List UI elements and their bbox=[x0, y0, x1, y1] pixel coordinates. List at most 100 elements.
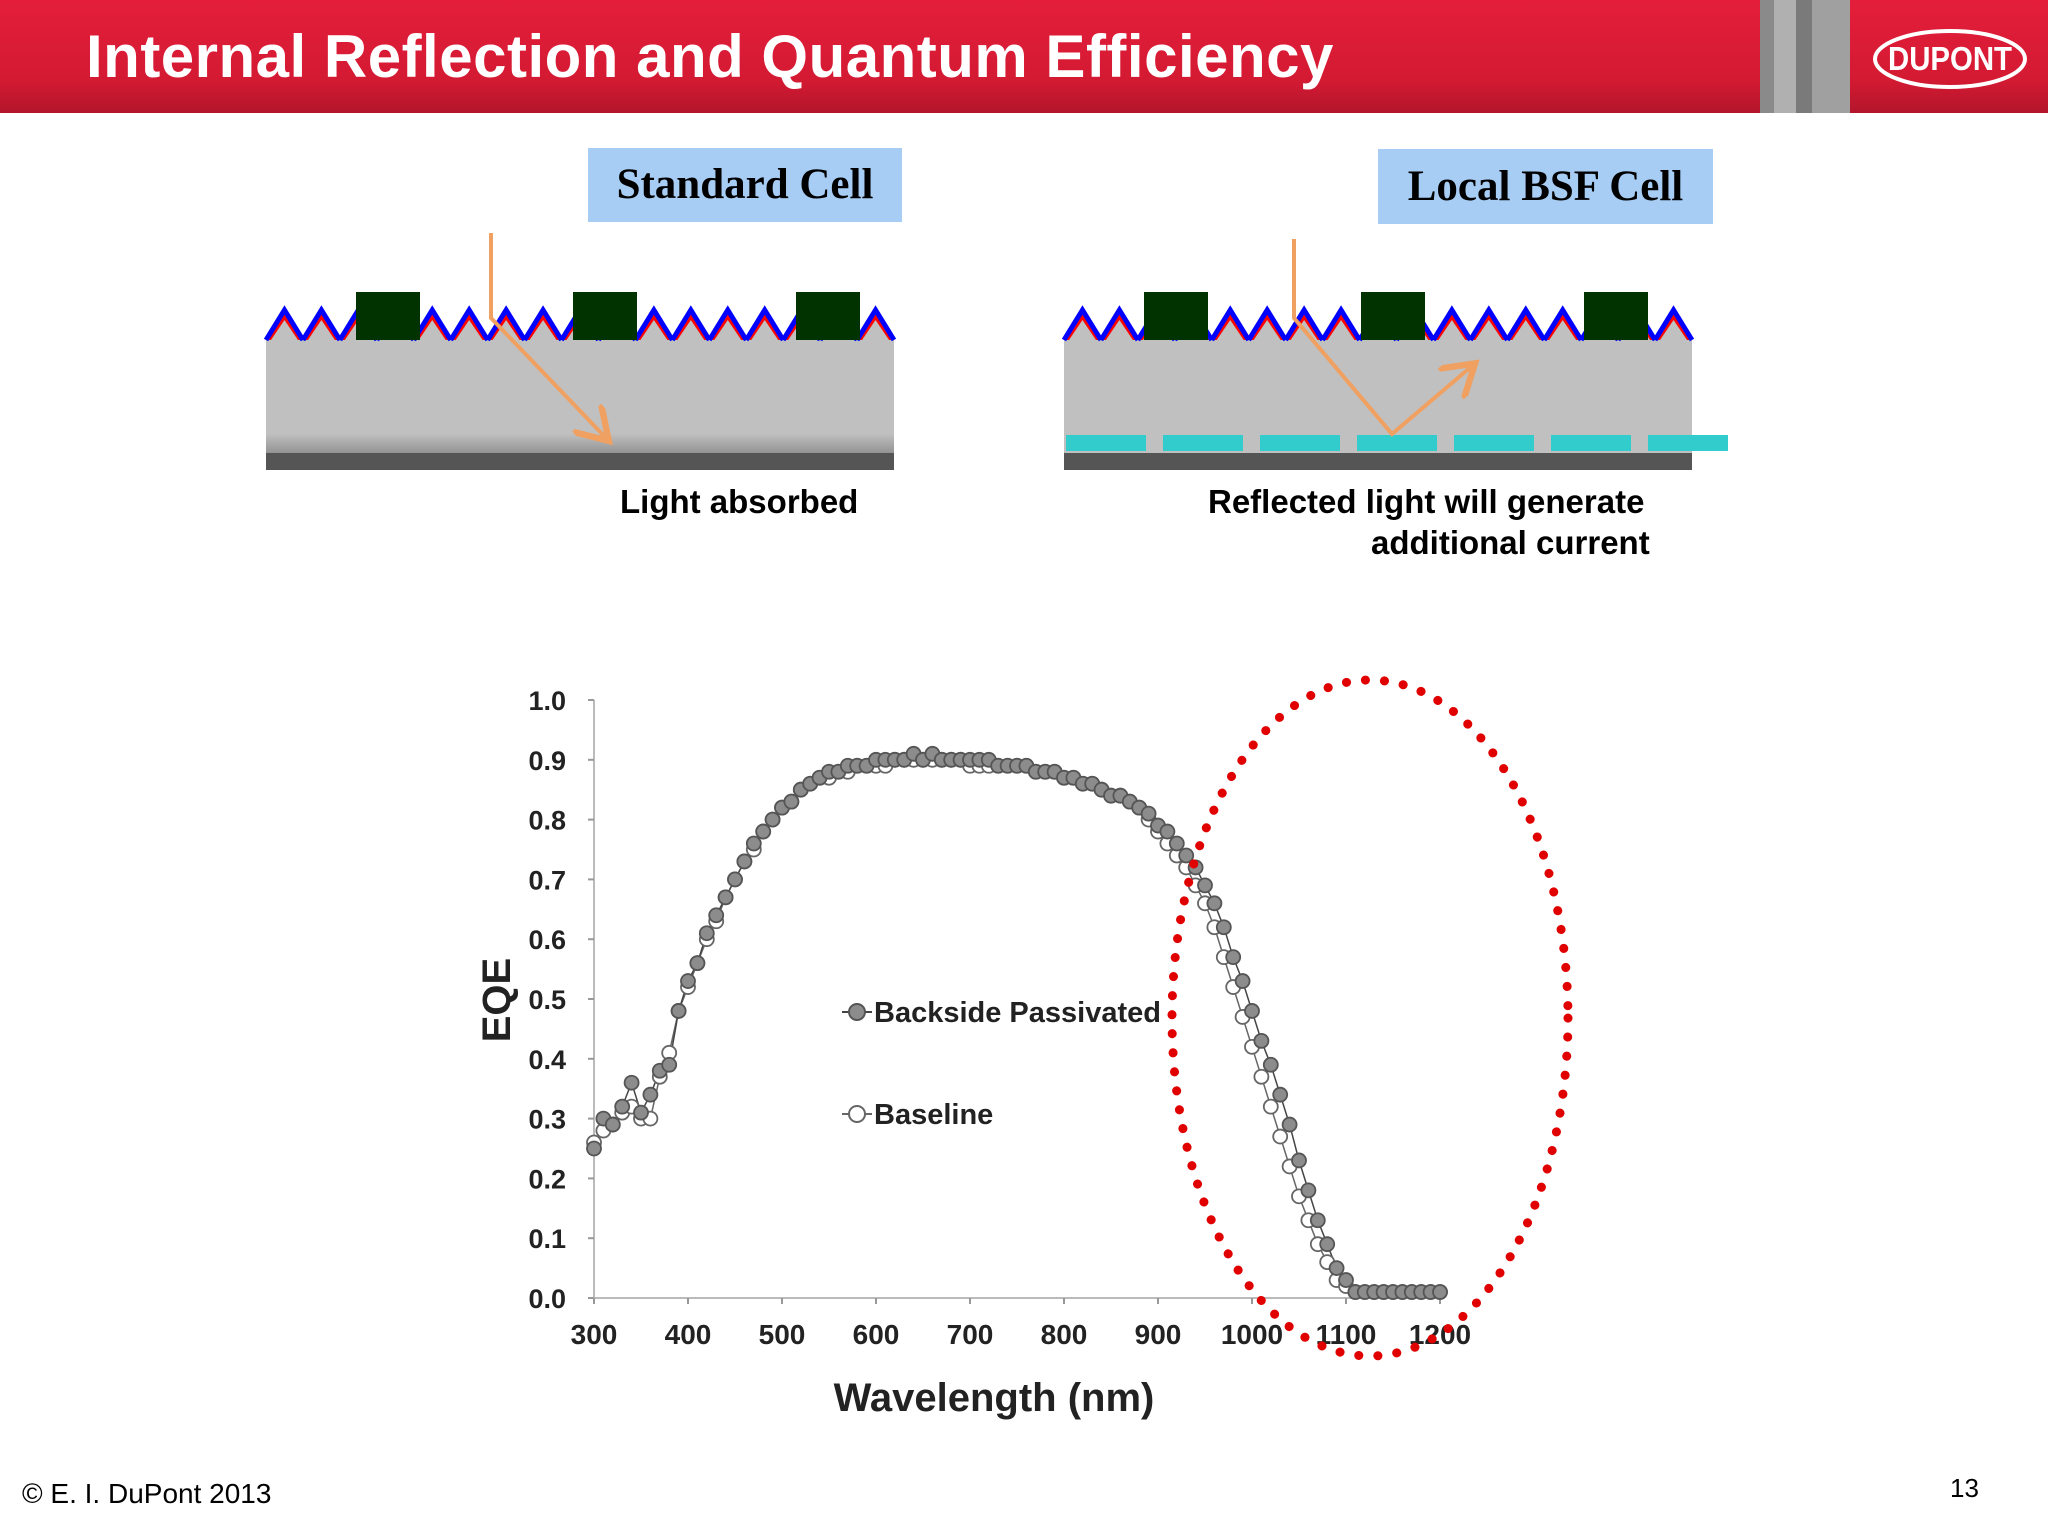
texture-pyramid-edge bbox=[670, 305, 712, 342]
data-point bbox=[764, 811, 781, 828]
legend-label: Baseline bbox=[874, 1099, 993, 1131]
data-point bbox=[1140, 805, 1157, 822]
texture-pyramid-edge bbox=[263, 305, 306, 342]
texture-pyramid-core bbox=[640, 320, 668, 340]
highlight-ellipse bbox=[1167, 675, 1573, 1361]
texture-pyramid-edge bbox=[1246, 305, 1288, 342]
header-stripe bbox=[1796, 0, 1812, 113]
texture-pyramid-core bbox=[455, 320, 483, 340]
data-point bbox=[717, 889, 734, 906]
front-contact bbox=[1361, 292, 1425, 340]
y-tick-label: 0.1 bbox=[528, 1224, 566, 1254]
data-point bbox=[642, 1086, 659, 1103]
x-tick-label: 400 bbox=[665, 1319, 712, 1350]
front-contact bbox=[1584, 292, 1648, 340]
legend-marker bbox=[848, 1003, 866, 1021]
dupont-logo: DUPONT bbox=[1873, 29, 2027, 89]
texture-pyramid-core bbox=[1512, 320, 1540, 340]
data-point bbox=[1178, 847, 1195, 864]
x-tick-label: 500 bbox=[759, 1319, 806, 1350]
texture-pyramid-edge bbox=[1098, 305, 1141, 342]
legend-label: Backside Passivated bbox=[874, 997, 1161, 1029]
texture-pyramid-core bbox=[529, 320, 557, 340]
page-title: Internal Reflection and Quantum Efficien… bbox=[86, 23, 1334, 90]
texture-pyramid-edge bbox=[707, 305, 749, 342]
data-point bbox=[736, 853, 753, 870]
front-contact bbox=[796, 292, 860, 340]
x-tick-label: 700 bbox=[947, 1319, 994, 1350]
standard-cell-label: Standard Cell bbox=[588, 148, 902, 222]
front-contact bbox=[573, 292, 637, 340]
data-point bbox=[1300, 1182, 1317, 1199]
x-tick-label: 300 bbox=[571, 1319, 618, 1350]
x-tick-label: 1000 bbox=[1221, 1319, 1283, 1350]
x-axis-title: Wavelength (nm) bbox=[834, 1376, 1155, 1420]
data-point bbox=[670, 1003, 687, 1019]
bsf-segment bbox=[1357, 435, 1437, 451]
data-point bbox=[1262, 1056, 1279, 1073]
chart-labels: 0.0 0.1 0.2 0.3 0.4 0.5 0.6 0.7 0.8 0.9 1.0 300 400 5… bbox=[475, 686, 1471, 1420]
logo-text: DUPONT bbox=[1888, 40, 2012, 77]
texture-pyramid-edge bbox=[1431, 305, 1473, 342]
texture-pyramid-core bbox=[751, 320, 779, 340]
y-tick-label: 0.0 bbox=[528, 1284, 566, 1314]
data-point bbox=[1338, 1272, 1354, 1288]
y-tick-label: 0.9 bbox=[528, 746, 566, 776]
texture-pyramid-core bbox=[1475, 320, 1503, 340]
standard-cell-diagram bbox=[263, 233, 897, 470]
texture-pyramid-edge bbox=[300, 305, 343, 342]
texture-pyramid-core bbox=[271, 320, 298, 340]
texture-pyramid-core bbox=[307, 320, 335, 340]
data-point bbox=[698, 925, 715, 942]
texture-pyramid-core bbox=[1216, 320, 1244, 340]
y-tick-label: 0.4 bbox=[528, 1045, 566, 1075]
data-point bbox=[604, 1116, 621, 1133]
y-tick-label: 1.0 bbox=[528, 686, 566, 716]
data-point bbox=[1262, 1098, 1279, 1115]
texture-pyramid-edge bbox=[744, 305, 786, 342]
cell-diagrams bbox=[263, 233, 1728, 470]
x-tick-label: 600 bbox=[853, 1319, 900, 1350]
data-point bbox=[1253, 1032, 1270, 1049]
data-point bbox=[689, 955, 706, 972]
data-point bbox=[661, 1056, 678, 1073]
data-point bbox=[633, 1104, 649, 1121]
data-point bbox=[1432, 1284, 1448, 1300]
texture-pyramid-core bbox=[677, 320, 705, 340]
bsf-segment bbox=[1551, 435, 1631, 451]
data-point bbox=[1291, 1152, 1307, 1169]
header-bar: Internal Reflection and Quantum Efficien… bbox=[0, 0, 2048, 113]
y-tick-label: 0.7 bbox=[528, 865, 566, 895]
texture-pyramid-core bbox=[1549, 320, 1577, 340]
page-number: 13 bbox=[1950, 1473, 1979, 1503]
data-point bbox=[1197, 877, 1213, 894]
data-point bbox=[1319, 1236, 1336, 1253]
texture-pyramid-core bbox=[714, 320, 742, 340]
texture-pyramid-edge bbox=[1542, 305, 1584, 342]
data-point bbox=[614, 1098, 631, 1115]
y-tick-label: 0.3 bbox=[528, 1105, 566, 1135]
texture-pyramid-core bbox=[1253, 320, 1281, 340]
texture-pyramid-edge bbox=[1283, 305, 1325, 342]
y-tick-label: 0.5 bbox=[528, 985, 566, 1015]
bsf-caption-line1: Reflected light will generate bbox=[1208, 483, 1645, 520]
data-point bbox=[783, 793, 800, 810]
chart-legend: Backside Passivated Baseline bbox=[842, 997, 1161, 1131]
texture-pyramid-core bbox=[1660, 320, 1687, 340]
local-bsf-cell-diagram bbox=[1061, 239, 1728, 470]
data-point bbox=[1309, 1212, 1326, 1229]
texture-pyramid-edge bbox=[854, 305, 897, 342]
texture-pyramid-edge bbox=[1652, 305, 1695, 342]
highlight-ellipse-path bbox=[1167, 675, 1573, 1361]
front-contact bbox=[356, 292, 420, 340]
texture-pyramid-core bbox=[418, 320, 446, 340]
data-point bbox=[1206, 895, 1223, 912]
data-point bbox=[1215, 919, 1232, 936]
texture-pyramid-core bbox=[862, 320, 889, 340]
standard-cell-caption: Light absorbed bbox=[620, 483, 859, 520]
light-ray-arrow bbox=[489, 233, 606, 438]
bsf-caption-line2: additional current bbox=[1371, 524, 1650, 561]
texture-pyramid-edge bbox=[1468, 305, 1510, 342]
data-point bbox=[708, 907, 725, 924]
data-point bbox=[1168, 835, 1185, 852]
